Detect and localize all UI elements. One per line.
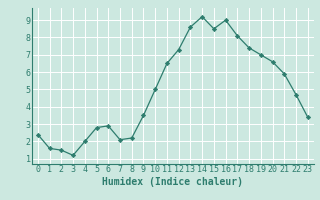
X-axis label: Humidex (Indice chaleur): Humidex (Indice chaleur): [102, 177, 243, 187]
